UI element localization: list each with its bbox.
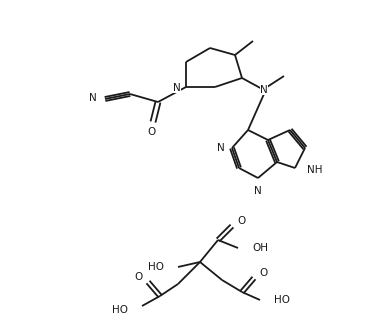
Text: O: O bbox=[148, 127, 156, 137]
Text: O: O bbox=[135, 272, 143, 282]
Text: N: N bbox=[89, 93, 97, 103]
Text: O: O bbox=[237, 216, 245, 226]
Text: OH: OH bbox=[252, 243, 268, 253]
Text: HO: HO bbox=[274, 295, 290, 305]
Text: N: N bbox=[254, 186, 262, 196]
Text: N: N bbox=[173, 83, 181, 93]
Text: NH: NH bbox=[307, 165, 322, 175]
Text: O: O bbox=[259, 268, 267, 278]
Text: HO: HO bbox=[148, 262, 164, 272]
Text: N: N bbox=[260, 85, 268, 95]
Text: N: N bbox=[217, 143, 225, 153]
Text: HO: HO bbox=[112, 305, 128, 315]
